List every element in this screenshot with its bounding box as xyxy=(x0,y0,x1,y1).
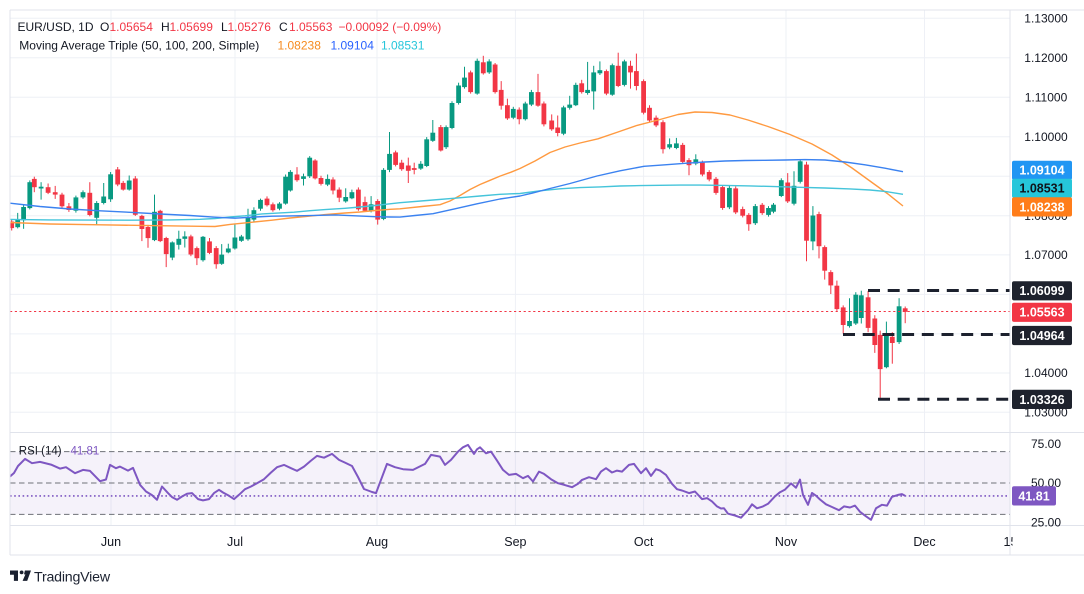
svg-text:1.13000: 1.13000 xyxy=(1024,11,1068,25)
svg-text:L: L xyxy=(221,20,228,34)
svg-text:41.81: 41.81 xyxy=(1018,489,1049,503)
svg-text:1.09104: 1.09104 xyxy=(331,39,375,53)
svg-text:Jul: Jul xyxy=(227,535,243,549)
svg-text:1.05699: 1.05699 xyxy=(170,20,214,34)
svg-text:−0.00092 (−0.09%): −0.00092 (−0.09%) xyxy=(339,20,442,34)
svg-text:1.08238: 1.08238 xyxy=(278,39,322,53)
svg-text:1.06099: 1.06099 xyxy=(1019,284,1064,298)
svg-text:1.09104: 1.09104 xyxy=(1019,164,1064,178)
svg-text:Moving Average Triple (50, 100: Moving Average Triple (50, 100, 200, Sim… xyxy=(19,39,259,53)
svg-text:C: C xyxy=(279,20,288,34)
svg-text:Oct: Oct xyxy=(634,535,654,549)
svg-text:25.00: 25.00 xyxy=(1031,516,1061,530)
svg-text:TradingView: TradingView xyxy=(34,569,111,585)
svg-text:1.04964: 1.04964 xyxy=(1019,329,1064,343)
svg-text:1.11000: 1.11000 xyxy=(1025,90,1068,104)
svg-text:1.08531: 1.08531 xyxy=(381,39,425,53)
svg-text:Jun: Jun xyxy=(101,535,121,549)
svg-text:Sep: Sep xyxy=(504,535,526,549)
svg-text:1.03326: 1.03326 xyxy=(1019,393,1064,407)
svg-text:1.12000: 1.12000 xyxy=(1024,51,1068,65)
svg-text:1.08238: 1.08238 xyxy=(1019,200,1064,214)
svg-text:1.04000: 1.04000 xyxy=(1024,366,1068,380)
svg-text:Nov: Nov xyxy=(775,535,798,549)
svg-text:1.08531: 1.08531 xyxy=(1019,182,1064,196)
svg-text:1.10000: 1.10000 xyxy=(1024,130,1068,144)
svg-text:1.05276: 1.05276 xyxy=(228,20,272,34)
svg-text:Aug: Aug xyxy=(366,535,388,549)
svg-text:O: O xyxy=(100,20,109,34)
svg-text:1.05563: 1.05563 xyxy=(1019,306,1064,320)
svg-text:41.81: 41.81 xyxy=(71,446,100,458)
svg-text:RSI (14): RSI (14) xyxy=(19,446,62,458)
svg-text:EUR/USD, 1D: EUR/USD, 1D xyxy=(18,20,94,34)
svg-text:Dec: Dec xyxy=(913,535,935,549)
svg-text:15: 15 xyxy=(1004,535,1018,549)
svg-text:1.05563: 1.05563 xyxy=(289,20,333,34)
svg-text:1.05654: 1.05654 xyxy=(110,20,154,34)
svg-text:1.07000: 1.07000 xyxy=(1024,248,1068,262)
svg-text:75.00: 75.00 xyxy=(1031,437,1061,451)
svg-text:H: H xyxy=(161,20,170,34)
